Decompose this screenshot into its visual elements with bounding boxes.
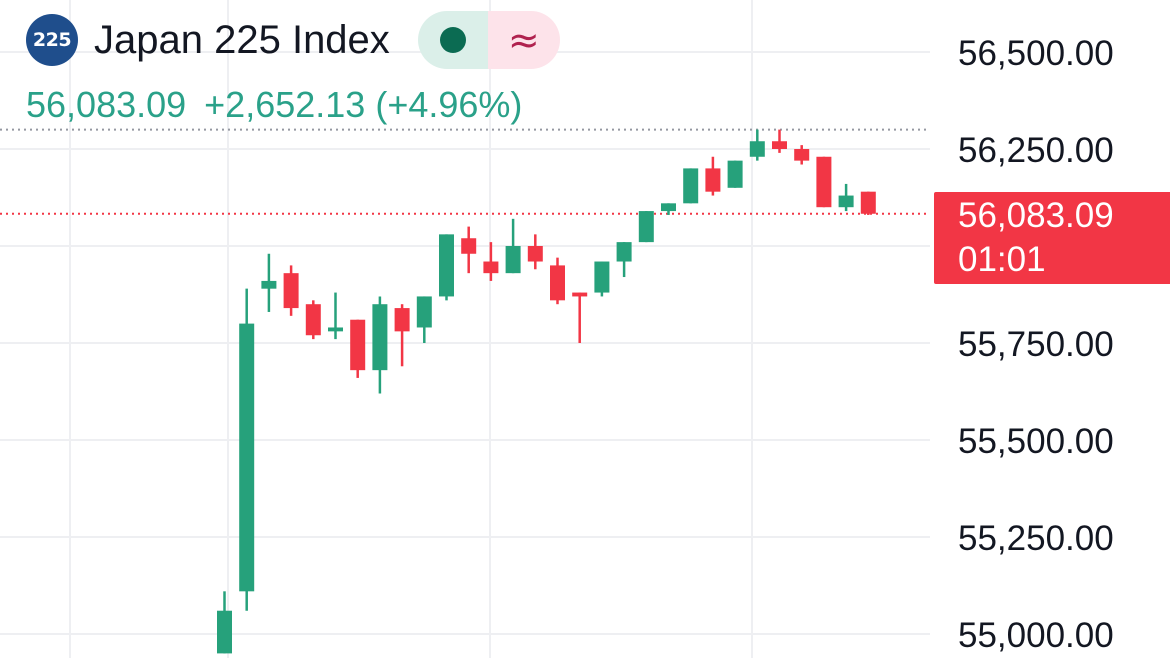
candle-body xyxy=(483,261,499,274)
candle-body xyxy=(350,319,366,371)
candle-body xyxy=(638,211,654,243)
candle-down xyxy=(816,156,832,208)
candle-body xyxy=(394,308,410,332)
candle-up xyxy=(328,292,343,340)
candle-body xyxy=(305,304,321,336)
candle-down xyxy=(572,292,588,343)
candle-up xyxy=(439,234,454,301)
candle-body xyxy=(794,149,810,161)
price-axis[interactable]: 55,000.00 55,250.00 55,500.00 55,750.00 56,2… xyxy=(958,34,1114,655)
candle-down xyxy=(394,304,410,367)
chart-header: 225 Japan 225 Index ≈ xyxy=(26,11,560,69)
candle-body xyxy=(439,234,454,297)
candle-body xyxy=(860,191,876,214)
market-open-button[interactable] xyxy=(417,11,488,69)
candle-down xyxy=(705,156,721,196)
approx-icon: ≈ xyxy=(507,18,540,62)
candle-body xyxy=(527,246,543,262)
y-tick-label: 55,500.00 xyxy=(958,422,1114,461)
candle-down xyxy=(461,226,477,274)
candle-body xyxy=(661,203,676,212)
candle-body xyxy=(416,296,432,328)
last-price: 56,083.09 xyxy=(26,84,187,125)
y-tick-label: 56,250.00 xyxy=(958,131,1114,170)
realtime-button[interactable]: ≈ xyxy=(487,11,560,69)
candle-down xyxy=(527,234,543,270)
candle-body xyxy=(683,168,699,204)
candle-up xyxy=(261,253,277,312)
status-pill[interactable]: ≈ xyxy=(417,11,560,69)
y-tick-label: 56,500.00 xyxy=(958,34,1114,73)
y-tick-label: 55,000.00 xyxy=(958,616,1114,655)
y-tick-label: 55,750.00 xyxy=(958,325,1114,364)
candle-up xyxy=(683,168,699,204)
circle-dot-icon xyxy=(439,27,466,53)
candle-up xyxy=(372,296,388,394)
symbol-badge[interactable]: 225 xyxy=(26,14,78,66)
candle-up xyxy=(838,183,854,212)
symbol-title[interactable]: Japan 225 Index xyxy=(94,17,390,62)
candle-down xyxy=(305,300,321,340)
current-price-tag: 56,083.09 01:01 xyxy=(934,192,1170,284)
candle-body xyxy=(261,280,277,289)
candle-body xyxy=(217,610,232,654)
candle-body xyxy=(594,261,610,293)
price-level-lines xyxy=(0,128,930,215)
candle-down xyxy=(772,129,787,153)
candle-up xyxy=(749,129,765,161)
candle-body xyxy=(572,292,588,297)
candle-body xyxy=(816,156,832,208)
candle-down xyxy=(860,191,876,215)
candle-body xyxy=(727,160,743,188)
price-change: +2,652.13 xyxy=(204,84,366,125)
candle-down xyxy=(283,265,299,316)
candle-body xyxy=(283,273,299,309)
candle-up xyxy=(217,591,232,654)
candle-body xyxy=(749,141,765,157)
candle-up xyxy=(594,261,610,297)
candle-body xyxy=(328,327,343,332)
candle-body xyxy=(461,238,477,254)
y-tick-label: 55,250.00 xyxy=(958,519,1114,558)
candle-body xyxy=(239,323,255,592)
candle-body xyxy=(505,246,521,274)
price-change-percent: (+4.96%) xyxy=(375,84,523,125)
candle-down xyxy=(350,319,366,378)
candle-down xyxy=(483,242,499,281)
candle-up xyxy=(638,211,654,243)
candle-down xyxy=(794,145,810,165)
candles[interactable] xyxy=(217,129,876,654)
bar-countdown: 01:01 xyxy=(958,240,1046,279)
candle-up xyxy=(505,218,521,274)
candle-body xyxy=(772,141,787,149)
candle-body xyxy=(838,195,854,208)
candle-up xyxy=(727,160,743,188)
candle-body xyxy=(372,304,388,371)
quote-line: 56,083.09 +2,652.13 (+4.96%) xyxy=(26,84,522,126)
current-price-label: 56,083.09 xyxy=(958,196,1114,235)
candle-up xyxy=(661,203,676,215)
candle-body xyxy=(705,168,721,192)
candle-up xyxy=(239,288,255,611)
candle-body xyxy=(616,242,632,262)
candle-up xyxy=(416,296,432,343)
candle-down xyxy=(550,257,565,305)
candle-up xyxy=(616,242,632,278)
candle-body xyxy=(550,265,565,301)
